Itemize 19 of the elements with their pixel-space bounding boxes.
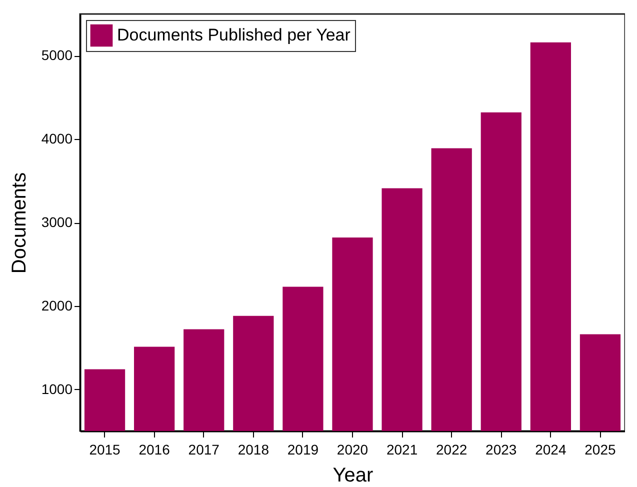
x-tick-label: 2017: [188, 442, 220, 458]
y-tick-label: 1000: [41, 380, 73, 397]
x-tick-label: 2016: [138, 442, 170, 458]
x-tick-label: 2021: [386, 442, 418, 458]
y-tick-label: 3000: [41, 214, 73, 230]
x-tick-label: 2022: [436, 442, 468, 458]
x-tick-label: 2023: [486, 442, 517, 458]
x-tick-label: 2025: [584, 442, 616, 458]
y-tick-label: 5000: [41, 47, 73, 64]
x-tick-label: 2024: [535, 442, 566, 458]
x-tick-label: 2018: [238, 442, 270, 458]
x-tick-label: 2020: [336, 442, 368, 458]
x-tick-label: 2015: [89, 442, 121, 458]
y-axis-title: Documents: [8, 172, 30, 274]
x-tick-label: 2019: [287, 442, 319, 458]
y-tick-label: 4000: [41, 130, 73, 147]
x-axis-title: Year: [332, 464, 374, 486]
legend-label: Documents Published per Year: [117, 26, 351, 44]
y-tick-label: 2000: [41, 297, 73, 314]
